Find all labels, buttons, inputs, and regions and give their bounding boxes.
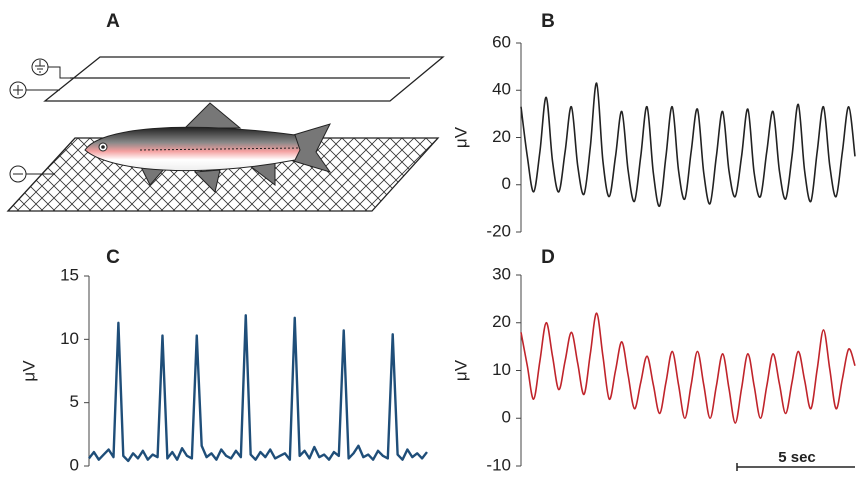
scale-bar [736,463,855,471]
y-tick-label: 0 [70,455,79,474]
y-tick-label: -20 [486,221,511,240]
scale-bar-label: 5 sec [778,449,816,466]
y-tick-label: 60 [492,32,511,51]
y-tick-label: 30 [492,264,511,283]
panel-label: C [106,247,120,268]
y-axis-label: μV [451,359,470,381]
signal-line [520,82,856,207]
y-tick-label: 15 [60,265,79,284]
y-tick-label: 20 [492,127,511,146]
y-tick-label: 20 [492,312,511,331]
y-tick-label: 10 [492,360,511,379]
signal-line [88,314,428,463]
y-axis-label: μV [19,360,38,382]
panel-label: D [541,247,555,268]
signal-line [520,312,856,424]
panel-label: B [541,11,555,32]
y-tick-label: 0 [502,408,511,427]
y-tick-label: 0 [502,174,511,193]
y-tick-label: 5 [70,392,79,411]
setup-diagram: A [6,11,445,212]
panel-label: A [106,11,120,32]
y-axis-label: μV [451,126,470,148]
y-tick-label: 40 [492,80,511,99]
y-tick-label: 10 [60,329,79,348]
y-tick-label: -10 [486,455,511,474]
